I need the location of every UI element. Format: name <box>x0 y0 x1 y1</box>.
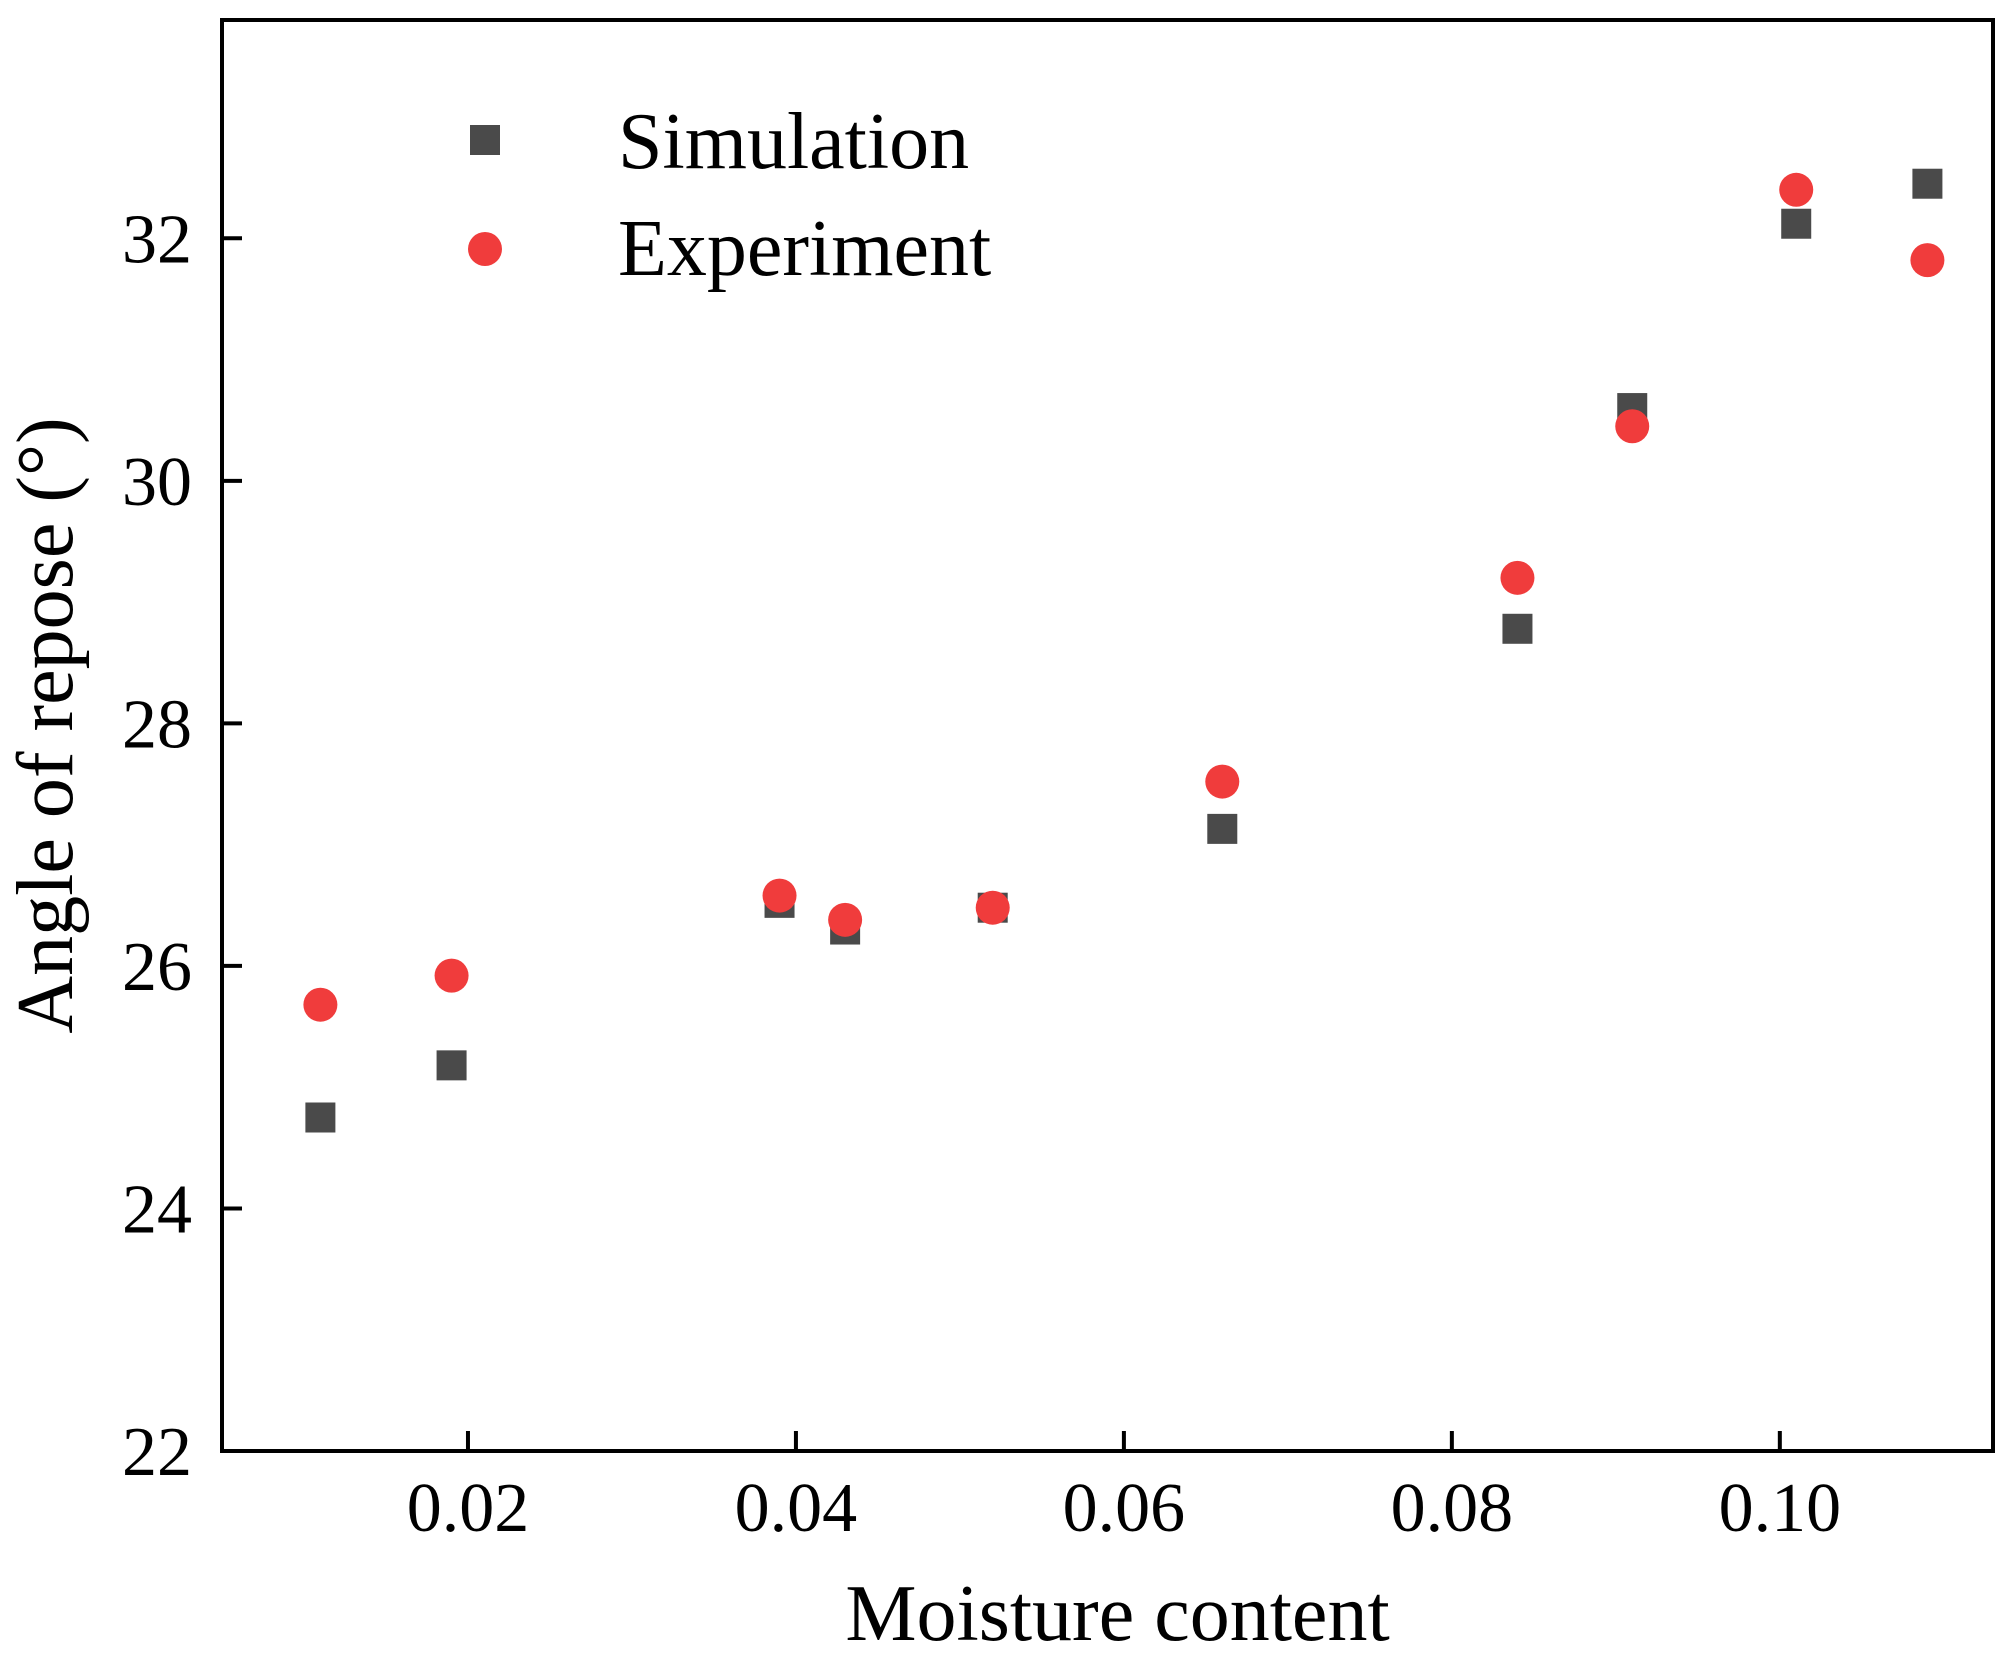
x-tick-label: 0.06 <box>1063 1470 1186 1547</box>
y-tick-label: 28 <box>122 686 192 763</box>
plot-border <box>220 18 1995 1453</box>
y-tick-label: 22 <box>122 1414 192 1491</box>
point-experiment <box>1500 560 1535 595</box>
x-axis: 0.02 0.04 0.06 0.08 0.10 <box>407 1431 1841 1547</box>
legend-label-simulation: Simulation <box>618 98 969 186</box>
x-tick-label: 0.08 <box>1391 1470 1514 1547</box>
legend-marker-simulation <box>470 125 500 155</box>
point-simulation <box>1912 168 1943 199</box>
x-tick-label: 0.10 <box>1719 1470 1842 1547</box>
point-simulation <box>305 1102 336 1133</box>
point-experiment <box>1615 409 1650 444</box>
point-experiment <box>1779 172 1814 207</box>
point-experiment <box>762 878 797 913</box>
point-experiment <box>1910 243 1945 278</box>
legend: Simulation Experiment <box>468 98 991 293</box>
x-axis-title: Moisture content <box>845 1570 1389 1658</box>
point-experiment <box>828 902 863 937</box>
point-simulation <box>1502 613 1533 644</box>
point-experiment <box>303 987 338 1022</box>
legend-marker-experiment <box>468 232 502 266</box>
y-tick-label: 30 <box>122 444 192 521</box>
y-axis: 22 24 26 28 30 32 <box>122 201 242 1491</box>
y-axis-title: Angle of repose (°) <box>2 417 90 1033</box>
y-tick-label: 24 <box>122 1171 192 1248</box>
y-tick-label: 32 <box>122 201 192 278</box>
point-simulation <box>1781 208 1812 239</box>
x-tick-label: 0.04 <box>735 1470 858 1547</box>
series-experiment <box>303 172 1945 1022</box>
x-tick-label: 0.02 <box>407 1470 530 1547</box>
legend-label-experiment: Experiment <box>618 205 991 293</box>
point-experiment <box>975 890 1010 925</box>
y-tick-label: 26 <box>122 929 192 1006</box>
data-points <box>303 168 1945 1133</box>
plot-frame <box>220 18 1995 1453</box>
point-simulation <box>1207 813 1238 844</box>
point-simulation <box>436 1050 467 1081</box>
point-experiment <box>434 958 469 993</box>
point-experiment <box>1205 764 1240 799</box>
